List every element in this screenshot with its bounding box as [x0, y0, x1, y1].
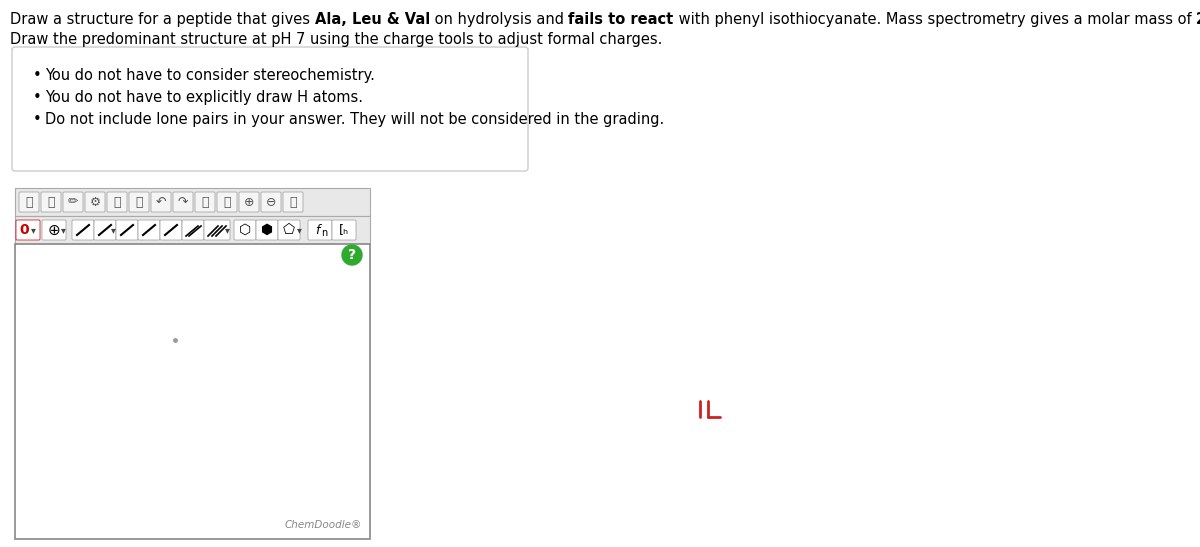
Text: ChemDoodle®: ChemDoodle® [284, 520, 362, 530]
Text: You do not have to consider stereochemistry.: You do not have to consider stereochemis… [46, 68, 374, 83]
FancyBboxPatch shape [194, 192, 215, 212]
FancyBboxPatch shape [116, 220, 138, 240]
Text: •: • [34, 90, 42, 105]
Text: ⬠: ⬠ [283, 223, 295, 237]
Text: ⬡: ⬡ [239, 223, 251, 237]
FancyBboxPatch shape [19, 192, 38, 212]
FancyBboxPatch shape [12, 47, 528, 171]
Text: ↶: ↶ [156, 195, 167, 208]
FancyBboxPatch shape [130, 192, 149, 212]
FancyBboxPatch shape [41, 192, 61, 212]
Text: 0: 0 [19, 223, 29, 237]
Text: •: • [34, 68, 42, 83]
FancyBboxPatch shape [332, 220, 356, 240]
Bar [14, 244, 370, 539]
FancyBboxPatch shape [138, 220, 160, 240]
Text: Ala, Leu & Val: Ala, Leu & Val [314, 12, 430, 27]
Text: You do not have to explicitly draw H atoms.: You do not have to explicitly draw H ato… [46, 90, 364, 105]
FancyBboxPatch shape [217, 192, 238, 212]
FancyBboxPatch shape [151, 192, 172, 212]
Text: ▾: ▾ [110, 225, 115, 235]
Text: 💠: 💠 [113, 195, 121, 208]
FancyBboxPatch shape [182, 220, 204, 240]
Text: •: • [34, 112, 42, 127]
FancyBboxPatch shape [283, 192, 302, 212]
FancyBboxPatch shape [239, 192, 259, 212]
FancyBboxPatch shape [16, 220, 40, 240]
FancyBboxPatch shape [94, 220, 116, 240]
FancyBboxPatch shape [204, 220, 230, 240]
Text: ↷: ↷ [178, 195, 188, 208]
Text: ⊕: ⊕ [48, 223, 60, 237]
Text: with phenyl isothiocyanate. Mass spectrometry gives a molar mass of: with phenyl isothiocyanate. Mass spectro… [673, 12, 1196, 27]
Text: 283: 283 [1196, 12, 1200, 27]
FancyBboxPatch shape [160, 220, 182, 240]
FancyBboxPatch shape [278, 220, 300, 240]
Bar [14, 188, 370, 216]
FancyBboxPatch shape [234, 220, 256, 240]
Text: n: n [320, 228, 328, 238]
Text: ?: ? [348, 248, 356, 262]
Text: on hydrolysis and: on hydrolysis and [430, 12, 569, 27]
Circle shape [342, 245, 362, 265]
FancyBboxPatch shape [85, 192, 106, 212]
FancyBboxPatch shape [72, 220, 94, 240]
Text: ✋: ✋ [25, 195, 32, 208]
Text: 📋: 📋 [202, 195, 209, 208]
Text: ✏: ✏ [67, 195, 78, 208]
FancyBboxPatch shape [42, 220, 66, 240]
Text: Draw the predominant structure at pH 7 using the charge tools to adjust formal c: Draw the predominant structure at pH 7 u… [10, 32, 662, 47]
Text: Do not include lone pairs in your answer. They will not be considered in the gra: Do not include lone pairs in your answer… [46, 112, 665, 127]
FancyBboxPatch shape [308, 220, 332, 240]
Text: 🦴: 🦴 [289, 195, 296, 208]
Text: ▾: ▾ [30, 225, 36, 235]
Text: Draw a structure for a peptide that gives: Draw a structure for a peptide that give… [10, 12, 314, 27]
Text: fails to react: fails to react [569, 12, 673, 27]
FancyBboxPatch shape [262, 192, 281, 212]
FancyBboxPatch shape [173, 192, 193, 212]
Text: 💠: 💠 [136, 195, 143, 208]
Text: 📋: 📋 [47, 195, 55, 208]
FancyBboxPatch shape [256, 220, 278, 240]
Text: [ₕ: [ₕ [338, 224, 349, 236]
Text: 🗃: 🗃 [223, 195, 230, 208]
FancyBboxPatch shape [64, 192, 83, 212]
Text: ▾: ▾ [224, 225, 229, 235]
FancyBboxPatch shape [107, 192, 127, 212]
Text: ▾: ▾ [296, 225, 301, 235]
Text: ⬢: ⬢ [260, 223, 274, 237]
Text: ▾: ▾ [60, 225, 66, 235]
Text: ⊕: ⊕ [244, 195, 254, 208]
Text: ⊖: ⊖ [265, 195, 276, 208]
Text: f: f [314, 224, 319, 236]
Bar [14, 216, 370, 244]
Text: ⚙: ⚙ [89, 195, 101, 208]
